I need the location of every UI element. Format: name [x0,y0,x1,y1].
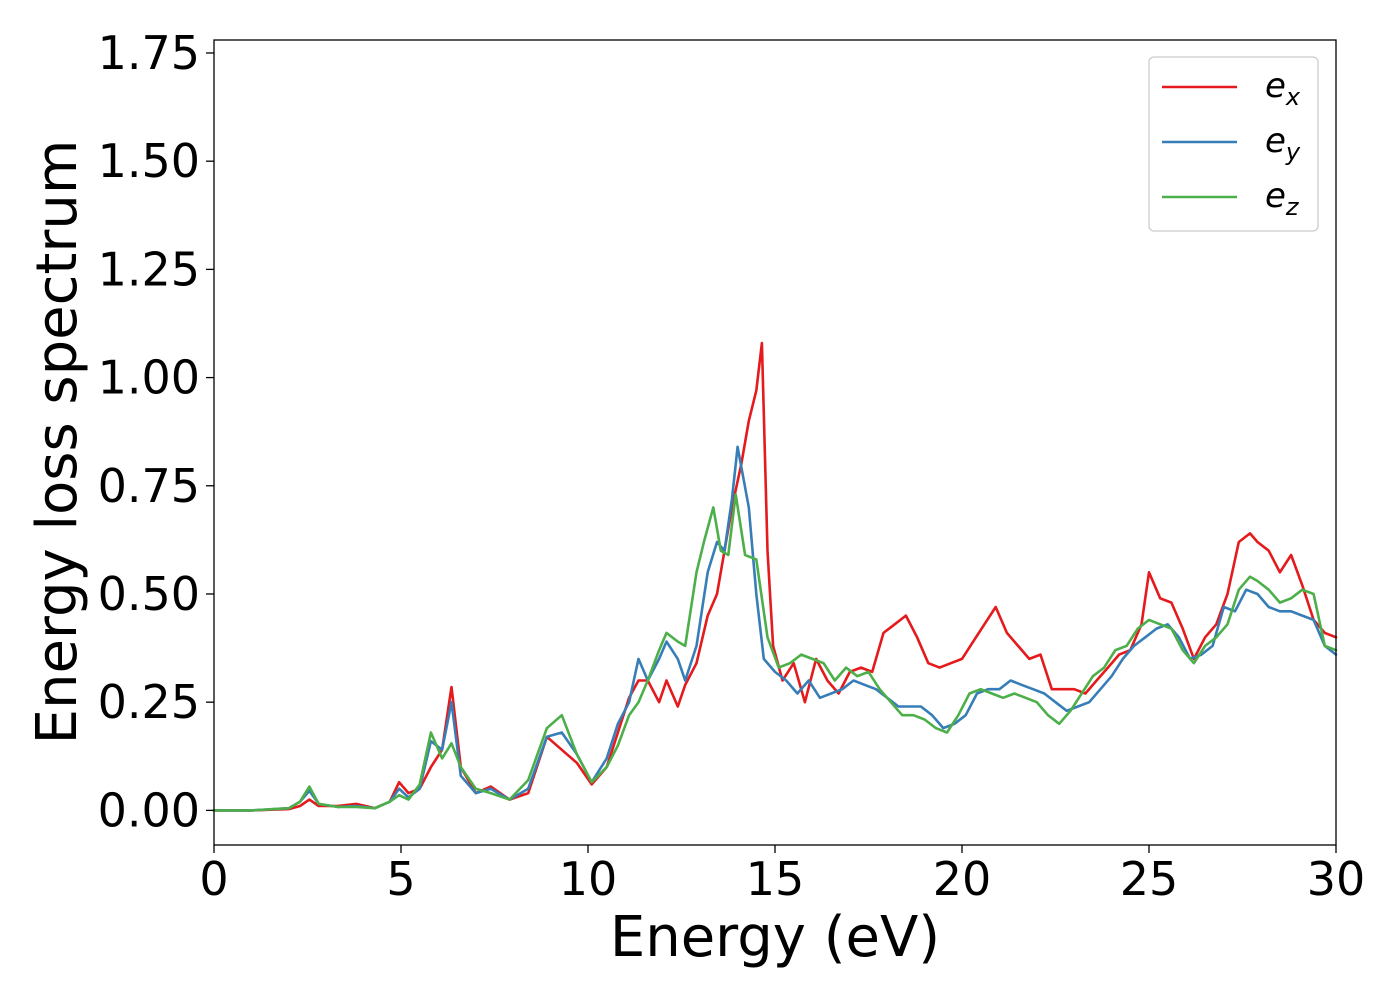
x-tick-label: 10 [559,852,618,906]
x-tick-label: 15 [746,852,805,906]
legend-box [1148,56,1319,232]
x-axis-title: Energy (eV) [610,905,940,970]
y-axis-title: Energy loss spectrum [25,140,90,745]
x-axis: 0 5 10 15 20 25 30 [199,845,1365,906]
series-layer [212,341,1338,812]
y-tick-label: 1.00 [98,351,200,405]
y-tick-label: 1.75 [98,26,200,80]
x-tick-label: 25 [1120,852,1179,906]
y-tick-label: 1.25 [98,242,200,296]
y-axis: 0.00 0.25 0.50 0.75 1.00 1.25 1.50 1.75 [98,26,214,837]
y-tick-label: 0.00 [98,783,200,837]
series-line-z [212,493,1338,812]
legend-label-y: ey [1265,121,1301,166]
y-tick-label: 1.50 [98,134,200,188]
x-tick-label: 5 [386,852,415,906]
x-tick-label: 0 [199,852,228,906]
x-tick-label: 20 [933,852,992,906]
series-line-y [212,445,1338,812]
y-tick-label: 0.75 [98,459,200,513]
x-tick-label: 30 [1307,852,1366,906]
y-tick-label: 0.50 [98,567,200,621]
y-tick-label: 0.25 [98,675,200,729]
